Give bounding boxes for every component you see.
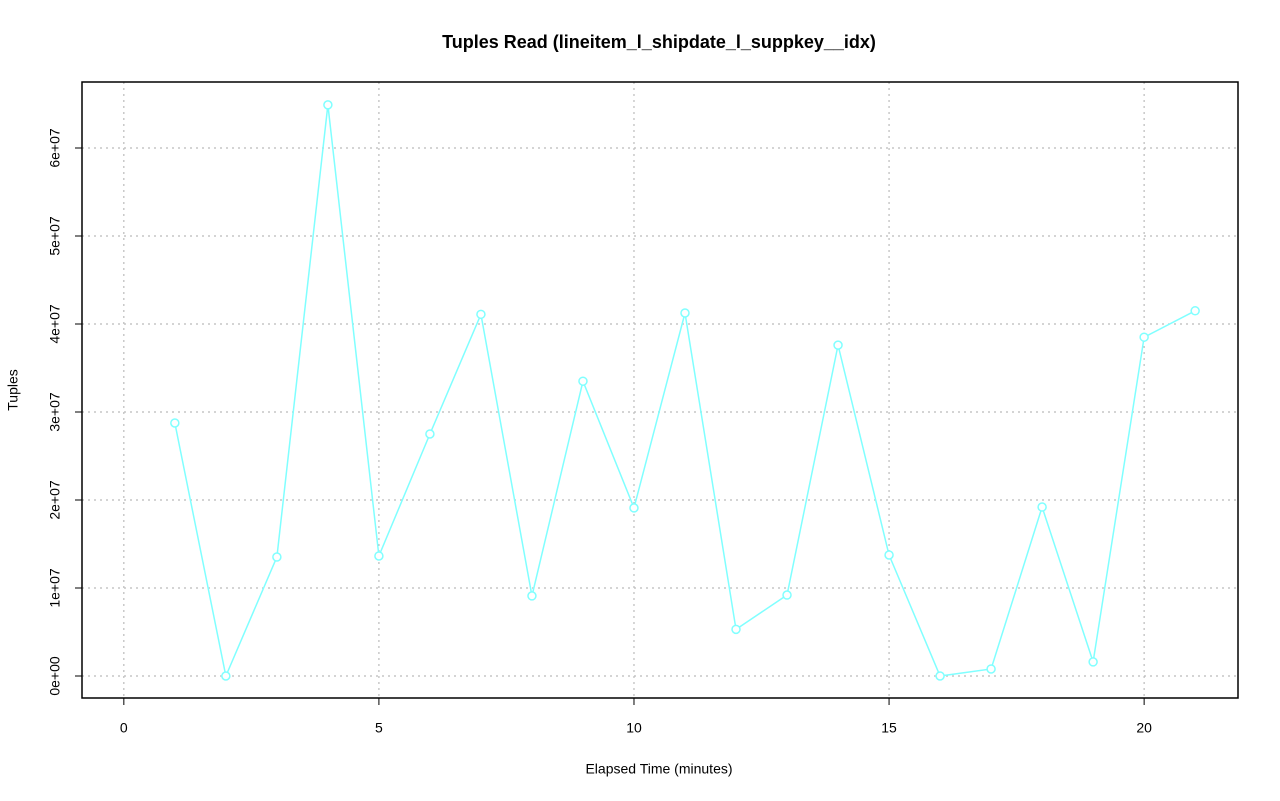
- data-point: [170, 418, 180, 428]
- data-point: [1190, 306, 1200, 316]
- y-tick-label: 4e+07: [47, 304, 63, 344]
- data-point: [1088, 657, 1098, 667]
- series-line: [174, 104, 1196, 679]
- data-point: [629, 503, 639, 513]
- data-point: [884, 550, 894, 560]
- data-point: [1139, 332, 1149, 342]
- data-point: [374, 551, 384, 561]
- data-point: [272, 552, 282, 562]
- data-point: [527, 591, 537, 601]
- data-point: [731, 624, 741, 635]
- chart-title: Tuples Read (lineitem_l_shipdate_l_suppk…: [442, 32, 876, 52]
- y-tick-label: 3e+07: [47, 392, 63, 432]
- data-point: [425, 429, 435, 439]
- y-tick-label: 0e+00: [47, 656, 63, 696]
- plot-frame: [81, 81, 1239, 699]
- x-tick-label: 20: [1136, 720, 1152, 736]
- x-tick-label: 10: [626, 720, 642, 736]
- x-axis-label: Elapsed Time (minutes): [585, 761, 732, 777]
- y-tick-label: 6e+07: [47, 128, 63, 168]
- x-tick-label: 5: [375, 720, 383, 736]
- data-point: [1037, 502, 1047, 512]
- data-point: [476, 309, 486, 320]
- data-point: [986, 664, 996, 674]
- y-tick-label: 2e+07: [47, 480, 63, 520]
- x-tick-label: 15: [881, 720, 897, 736]
- data-point: [323, 100, 333, 110]
- data-point: [221, 671, 231, 681]
- data-point: [782, 590, 792, 600]
- data-point: [935, 671, 945, 681]
- data-point: [578, 376, 588, 386]
- y-tick-label: 5e+07: [47, 216, 63, 256]
- data-point: [680, 308, 690, 318]
- data-point: [833, 340, 843, 350]
- y-tick-label: 1e+07: [47, 568, 63, 608]
- x-tick-label: 0: [120, 720, 128, 736]
- y-axis-label: Tuples: [5, 369, 21, 411]
